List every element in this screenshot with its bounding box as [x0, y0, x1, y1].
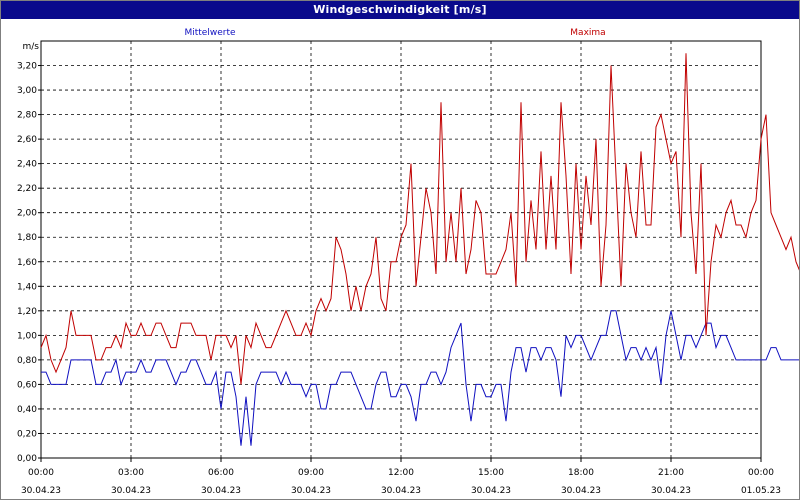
- x-tick-date: 30.04.23: [291, 486, 331, 496]
- x-tick-time: 12:00: [388, 468, 414, 478]
- y-tick-label: 3,20: [17, 62, 37, 72]
- legend-maxima: Maxima: [570, 28, 605, 38]
- y-tick-label: 2,80: [17, 111, 37, 121]
- y-tick-label: 1,40: [17, 282, 37, 292]
- y-tick-label: 2,20: [17, 184, 37, 194]
- x-tick-labels: 00:00 30.04.23 03:00 30.04.23 06:00 30.04.23 0…: [21, 468, 781, 496]
- x-tick-date: 30.04.23: [381, 486, 421, 496]
- y-tick-label: 0,20: [17, 429, 37, 439]
- y-tick-label: 0,60: [17, 380, 37, 390]
- series-line-mittelwerte: [41, 310, 799, 446]
- y-axis-label: m/s: [23, 42, 40, 52]
- y-tick-label: 0,40: [17, 405, 37, 415]
- y-tick-label: 0,00: [17, 454, 37, 464]
- x-tick-time: 00:00: [28, 468, 54, 478]
- legend-mittelwerte: Mittelwerte: [184, 28, 235, 38]
- x-tick-date: 30.04.23: [21, 486, 61, 496]
- chart-title: Windgeschwindigkeit [m/s]: [1, 1, 799, 19]
- y-tick-label: 1,60: [17, 258, 37, 268]
- y-tick-label: 2,40: [17, 160, 37, 170]
- series-line-maxima: [40, 53, 799, 385]
- x-tick-date: 30.04.23: [111, 486, 151, 496]
- series-lines: [40, 53, 799, 446]
- x-tick-time: 09:00: [298, 468, 324, 478]
- x-tick-time: 15:00: [478, 468, 504, 478]
- y-tick-labels: 0,00 0,20 0,40 0,60 0,80 1,00 1,20 1,40 1,60 1,80…: [17, 62, 37, 464]
- grid: [38, 40, 762, 462]
- x-tick-time: 21:00: [658, 468, 684, 478]
- x-tick-time: 03:00: [118, 468, 144, 478]
- x-tick-date: 30.04.23: [651, 486, 691, 496]
- x-tick-date: 30.04.23: [471, 486, 511, 496]
- x-tick-time: 00:00: [748, 468, 774, 478]
- x-tick-date: 01.05.23: [741, 486, 781, 496]
- y-tick-label: 0,80: [17, 356, 37, 366]
- x-tick-date: 30.04.23: [561, 486, 601, 496]
- x-tick-date: 30.04.23: [201, 486, 241, 496]
- y-tick-label: 2,60: [17, 135, 37, 145]
- x-tick-time: 18:00: [568, 468, 594, 478]
- y-tick-label: 1,20: [17, 307, 37, 317]
- x-tick-time: 06:00: [208, 468, 234, 478]
- y-tick-label: 3,00: [17, 86, 37, 96]
- y-tick-label: 1,00: [17, 331, 37, 341]
- y-tick-label: 2,00: [17, 209, 37, 219]
- y-tick-label: 1,80: [17, 233, 37, 243]
